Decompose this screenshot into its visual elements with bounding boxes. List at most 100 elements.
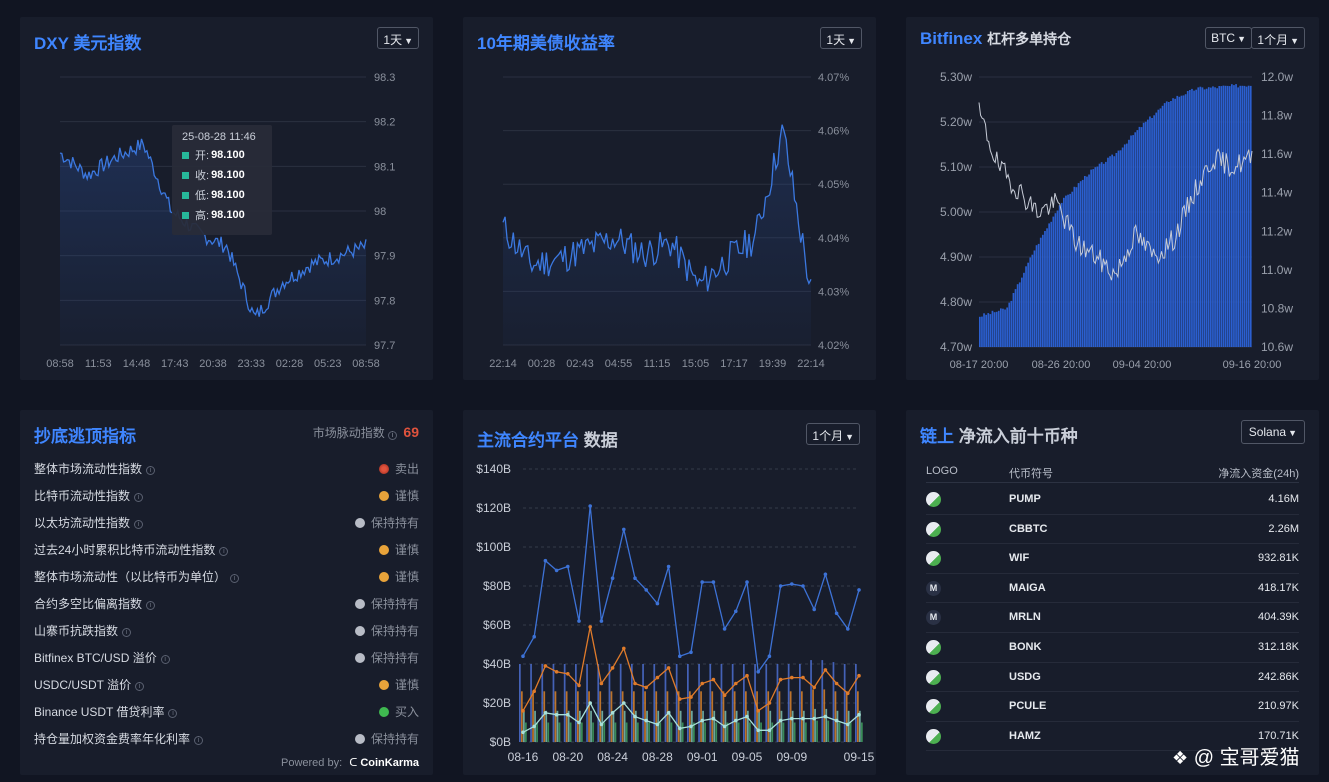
futures-bar xyxy=(782,722,785,742)
info-icon[interactable]: i xyxy=(146,466,156,475)
bitfinex-bar xyxy=(1161,105,1164,347)
indicator-status: 谨慎 xyxy=(378,568,419,585)
tooltip-open-label: 开: xyxy=(195,150,210,162)
table-row[interactable]: USDG 242.86K xyxy=(926,663,1299,693)
indicator-row[interactable]: Bitfinex BTC/USD 溢价 i 保持持有 xyxy=(34,643,419,670)
bitfinex-interval-dropdown[interactable]: 1个月 ▼ xyxy=(1251,27,1305,49)
futures-bar xyxy=(556,710,559,742)
bitfinex-bar xyxy=(1027,262,1029,347)
y-tick-label: $120B xyxy=(476,501,511,515)
info-icon[interactable]: i xyxy=(135,682,145,691)
info-icon[interactable]: i xyxy=(122,628,132,637)
bitfinex-bar xyxy=(1109,156,1111,347)
bitfinex-bar xyxy=(1186,91,1189,347)
indicator-row[interactable]: 比特币流动性指数 i 谨慎 xyxy=(34,481,419,508)
futures-point xyxy=(543,711,548,715)
table-row[interactable]: M MAIGA 418.17K xyxy=(926,574,1299,604)
bitfinex-bar xyxy=(1008,302,1011,347)
table-row[interactable]: PCULE 210.97K xyxy=(926,692,1299,722)
futures-interval-dropdown[interactable]: 1个月 ▼ xyxy=(806,423,860,445)
info-icon[interactable]: i xyxy=(388,431,398,440)
y-right-tick-label: 12.0w xyxy=(1261,70,1293,84)
futures-bar xyxy=(552,664,555,742)
futures-bar xyxy=(635,710,637,742)
info-icon[interactable]: i xyxy=(219,547,229,556)
indicator-row[interactable]: 以太坊流动性指数 i 保持持有 xyxy=(34,508,419,535)
futures-bar xyxy=(700,691,702,742)
info-icon[interactable]: i xyxy=(134,493,144,502)
info-icon[interactable]: i xyxy=(134,520,144,529)
indicator-status-text: 谨慎 xyxy=(394,543,419,557)
x-tick-label: 09-05 xyxy=(732,750,763,764)
indicator-row[interactable]: USDC/USDT 溢价 i 谨慎 xyxy=(34,670,419,697)
bitfinex-bar xyxy=(1174,98,1176,347)
futures-point xyxy=(532,724,536,729)
dxy-interval-dropdown[interactable]: 1天 ▼ xyxy=(377,27,419,49)
futures-bar xyxy=(670,722,673,742)
watermark: ❖ @ 宝哥爱猫 xyxy=(1172,741,1300,770)
indicator-row[interactable]: 整体市场流动性（以比特币为单位） i 谨慎 xyxy=(34,562,419,589)
indicator-status: 买入 xyxy=(378,703,419,720)
token-symbol: USDG xyxy=(1009,670,1041,683)
indicator-status-text: 谨慎 xyxy=(394,570,419,584)
indicator-status-text: 保持持有 xyxy=(370,732,419,746)
col-inflow: 净流入资金(24h) xyxy=(1218,468,1299,480)
info-icon[interactable]: i xyxy=(160,655,170,664)
table-row[interactable]: M MRLN 404.39K xyxy=(926,603,1299,633)
bitfinex-bar xyxy=(1067,194,1069,347)
bitfinex-bar xyxy=(1113,156,1116,347)
futures-bar xyxy=(579,710,581,742)
bitfinex-bar xyxy=(1136,130,1139,347)
futures-bar xyxy=(689,691,691,742)
futures-point xyxy=(666,666,671,670)
futures-bar xyxy=(859,710,861,742)
bitfinex-bar xyxy=(1151,118,1153,347)
table-row[interactable]: BONK 312.18K xyxy=(926,633,1299,663)
futures-bar xyxy=(769,710,772,742)
futures-point xyxy=(846,691,850,696)
table-row[interactable]: WIF 932.81K xyxy=(926,544,1299,574)
indicator-name-text: 比特币流动性指数 xyxy=(34,489,131,503)
indicator-row[interactable]: 过去24小时累积比特币流动性指数 i 谨慎 xyxy=(34,535,419,562)
futures-point xyxy=(756,670,760,674)
x-tick-label: 11:53 xyxy=(85,358,112,370)
network-dropdown[interactable]: Solana ▼ xyxy=(1240,420,1305,444)
indicator-name-text: USDC/USDT 溢价 xyxy=(34,678,132,692)
futures-point xyxy=(700,681,704,686)
futures-bar xyxy=(545,710,548,742)
table-row[interactable]: PUMP 4.16M xyxy=(926,485,1299,515)
treasury-interval-dropdown[interactable]: 1天 ▼ xyxy=(820,27,862,49)
indicator-status-text: 谨慎 xyxy=(394,678,419,692)
coinkarma-brand[interactable]: CoinKarma xyxy=(360,757,419,769)
bitfinex-bar xyxy=(1191,88,1193,348)
info-icon[interactable]: i xyxy=(146,601,156,610)
token-logo-icon: M xyxy=(926,580,941,596)
indicator-status-text: 保持持有 xyxy=(370,516,419,530)
futures-chart[interactable]: $0B $20B $40B $60B $80B $100B $120B $140B 08-16 0… xyxy=(463,410,876,775)
bitfinex-bar xyxy=(1140,127,1143,347)
chevron-down-icon: ▼ xyxy=(845,432,854,442)
bitfinex-bar xyxy=(1081,179,1084,347)
bitfinex-bar xyxy=(1033,250,1036,347)
status-dot-icon xyxy=(378,491,389,501)
info-icon[interactable]: i xyxy=(194,736,204,745)
indicator-row[interactable]: Binance USDT 借贷利率 i 买入 xyxy=(34,697,419,724)
x-tick-label: 00:28 xyxy=(528,358,556,370)
indicator-row[interactable]: 山寨币抗跌指数 i 保持持有 xyxy=(34,616,419,643)
indicator-status-text: 保持持有 xyxy=(370,651,419,665)
powered-by-label: Powered by: xyxy=(281,757,343,769)
dxy-title: DXY 美元指数 xyxy=(34,34,142,53)
treasury-chart[interactable]: 4.07% 4.06% 4.05% 4.04% 4.03% 4.02% 22:14 00:28… xyxy=(463,17,876,380)
indicator-row[interactable]: 合约多空比偏离指数 i 保持持有 xyxy=(34,589,419,616)
indicator-row[interactable]: 持仓量加权资金费率年化利率 i 保持持有 xyxy=(34,724,419,751)
futures-bar xyxy=(715,722,718,742)
info-icon[interactable]: i xyxy=(230,574,240,583)
bitfinex-bar xyxy=(1121,147,1124,347)
futures-bar xyxy=(565,691,568,742)
info-icon[interactable]: i xyxy=(168,709,178,718)
indicator-row[interactable]: 整体市场流动性指数 i 卖出 xyxy=(34,454,419,481)
futures-point xyxy=(666,711,671,715)
table-row[interactable]: HAMZ 170.71K xyxy=(926,722,1299,752)
bitfinex-chart[interactable]: 5.30w 5.20w 5.10w 5.00w 4.90w 4.80w 4.70w 12.0w… xyxy=(906,17,1319,380)
table-row[interactable]: CBBTC 2.26M xyxy=(926,515,1299,545)
